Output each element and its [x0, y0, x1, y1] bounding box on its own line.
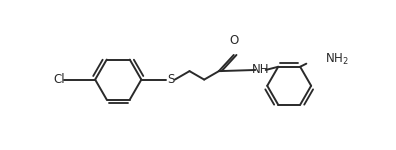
Text: S: S: [167, 73, 174, 86]
Text: NH$_2$: NH$_2$: [325, 52, 348, 67]
Text: O: O: [229, 34, 238, 47]
Text: NH: NH: [252, 63, 269, 76]
Text: Cl: Cl: [53, 73, 65, 86]
